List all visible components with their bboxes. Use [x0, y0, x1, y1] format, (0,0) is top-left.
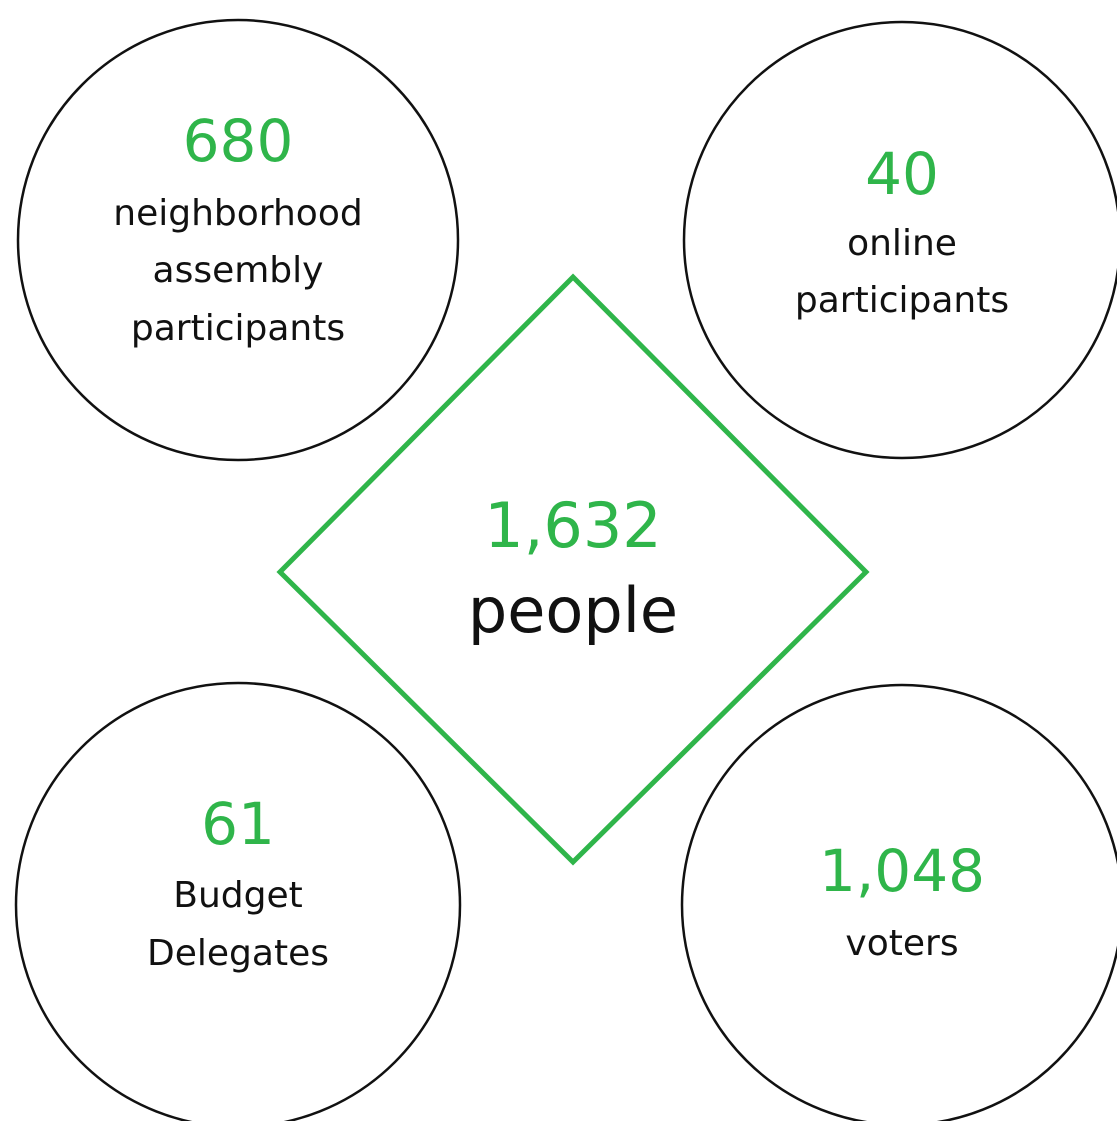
- node-label: voters: [845, 923, 958, 964]
- node-label: Budget: [173, 875, 302, 916]
- circle: [682, 20, 1117, 460]
- node-label: participants: [131, 308, 345, 349]
- node-label: neighborhood: [113, 193, 362, 234]
- diamond: [276, 273, 870, 866]
- circle: [14, 681, 462, 1121]
- node-value: 40: [865, 140, 939, 208]
- node-label: assembly: [153, 250, 324, 291]
- circle: [16, 18, 460, 462]
- node-value: 1,048: [819, 837, 985, 905]
- node-value: 680: [183, 107, 294, 175]
- node-label: Delegates: [147, 933, 329, 974]
- center-value: 1,632: [484, 489, 662, 562]
- node-value: 61: [201, 790, 275, 858]
- node-label: participants: [795, 280, 1009, 321]
- center-label: people: [468, 574, 678, 647]
- circle: [680, 683, 1117, 1121]
- node-label: online: [847, 223, 957, 264]
